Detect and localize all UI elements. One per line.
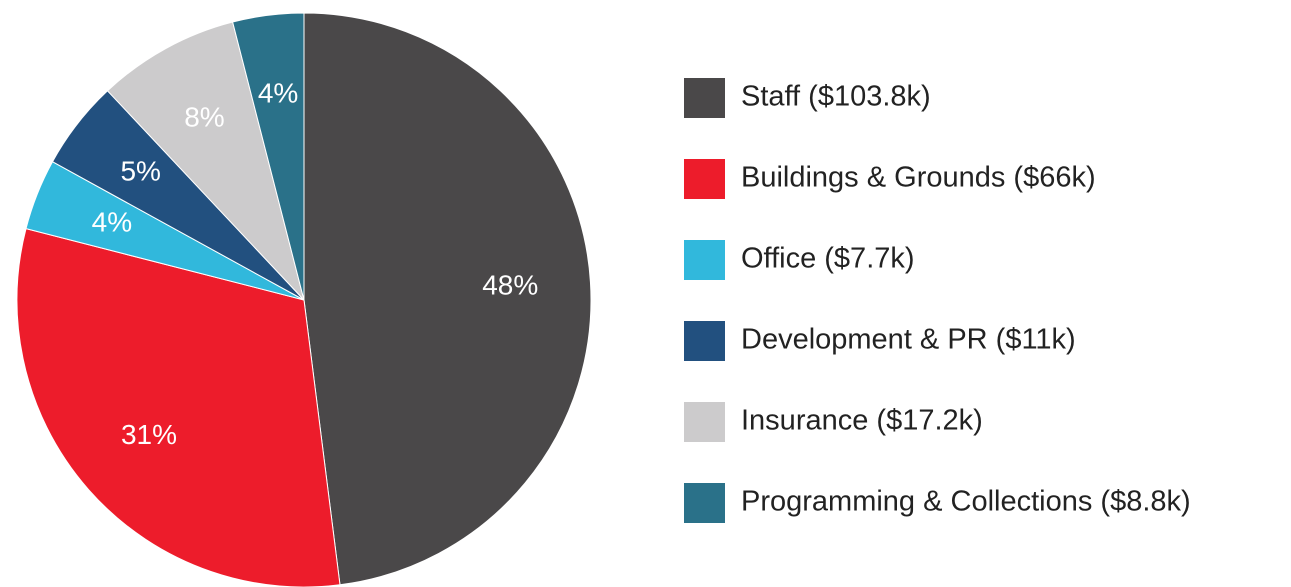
slice-label: 5% (120, 156, 160, 187)
legend-swatch (684, 321, 725, 361)
slice-label: 4% (258, 77, 298, 108)
legend-label: Insurance ($17.2k) (741, 405, 983, 437)
legend-label: Development & PR ($11k) (741, 324, 1076, 356)
legend-label: Staff ($103.8k) (741, 81, 931, 113)
pie-slice (106, 21, 305, 301)
legend-label: Buildings & Grounds ($66k) (741, 162, 1096, 194)
legend-label: Office ($7.7k) (741, 243, 915, 275)
slice-label: 8% (184, 101, 224, 132)
legend-swatch (684, 402, 725, 442)
pie-slice (303, 12, 592, 586)
legend-swatch (684, 240, 725, 280)
slice-label: 31% (121, 419, 177, 450)
legend-label: Programming & Collections ($8.8k) (741, 486, 1191, 518)
pie-slice (232, 12, 305, 301)
legend-swatch (684, 78, 725, 118)
slice-label: 4% (92, 206, 132, 237)
legend-swatch (684, 483, 725, 523)
legend-swatch (684, 159, 725, 199)
slice-label: 48% (482, 269, 538, 300)
pie-slice (16, 228, 341, 587)
